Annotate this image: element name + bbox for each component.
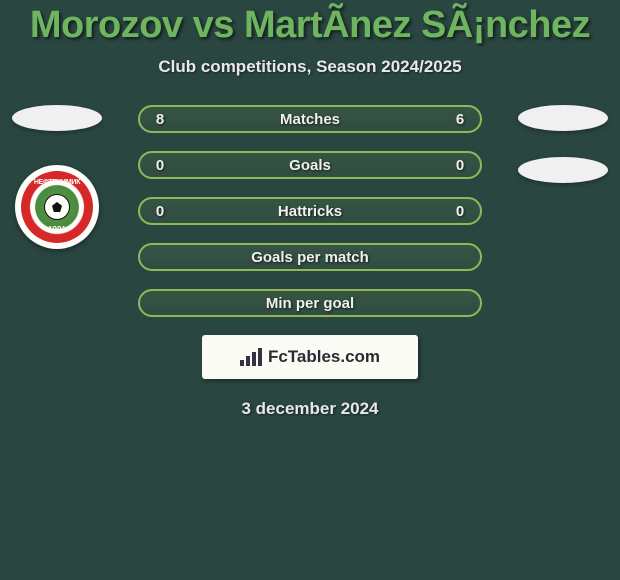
date-text: 3 december 2024 bbox=[0, 399, 620, 419]
player-photo-placeholder-right-2 bbox=[518, 157, 608, 183]
stat-rows: 8 Matches 6 0 Goals 0 0 Hattricks 0 Goal… bbox=[138, 105, 482, 317]
stat-label: Matches bbox=[180, 111, 440, 128]
stat-label: Goals bbox=[180, 157, 440, 174]
fctables-text: FcTables.com bbox=[268, 347, 380, 367]
stat-left-value: 8 bbox=[140, 111, 180, 128]
page-title: Morozov vs MartÃ­nez SÃ¡nchez bbox=[0, 4, 620, 47]
club-badge-left: НЕФТЕХИМИК 1991 bbox=[15, 165, 99, 249]
stat-row-matches: 8 Matches 6 bbox=[138, 105, 482, 133]
stat-label: Min per goal bbox=[140, 295, 480, 312]
bar-chart-icon bbox=[240, 348, 262, 366]
player-photo-placeholder-right-1 bbox=[518, 105, 608, 131]
subtitle: Club competitions, Season 2024/2025 bbox=[0, 57, 620, 77]
widget-root: Morozov vs MartÃ­nez SÃ¡nchez Club compe… bbox=[0, 0, 620, 419]
fctables-attribution[interactable]: FcTables.com bbox=[202, 335, 418, 379]
main-area: НЕФТЕХИМИК 1991 8 Matches 6 0 Goals 0 bbox=[0, 105, 620, 419]
club-name-text: НЕФТЕХИМИК bbox=[34, 179, 80, 186]
right-player-column bbox=[518, 105, 608, 183]
stat-row-goals-per-match: Goals per match bbox=[138, 243, 482, 271]
stat-row-hattricks: 0 Hattricks 0 bbox=[138, 197, 482, 225]
player-photo-placeholder-left bbox=[12, 105, 102, 131]
left-player-column: НЕФТЕХИМИК 1991 bbox=[12, 105, 102, 249]
stat-left-value: 0 bbox=[140, 157, 180, 174]
stat-right-value: 0 bbox=[440, 157, 480, 174]
club-year: 1991 bbox=[48, 225, 66, 234]
stat-right-value: 6 bbox=[440, 111, 480, 128]
stat-label: Goals per match bbox=[140, 249, 480, 266]
club-badge-inner: НЕФТЕХИМИК 1991 bbox=[21, 171, 93, 243]
stat-row-goals: 0 Goals 0 bbox=[138, 151, 482, 179]
stat-left-value: 0 bbox=[140, 203, 180, 220]
stat-label: Hattricks bbox=[180, 203, 440, 220]
stat-right-value: 0 bbox=[440, 203, 480, 220]
stat-row-min-per-goal: Min per goal bbox=[138, 289, 482, 317]
soccer-ball-icon bbox=[44, 194, 70, 220]
